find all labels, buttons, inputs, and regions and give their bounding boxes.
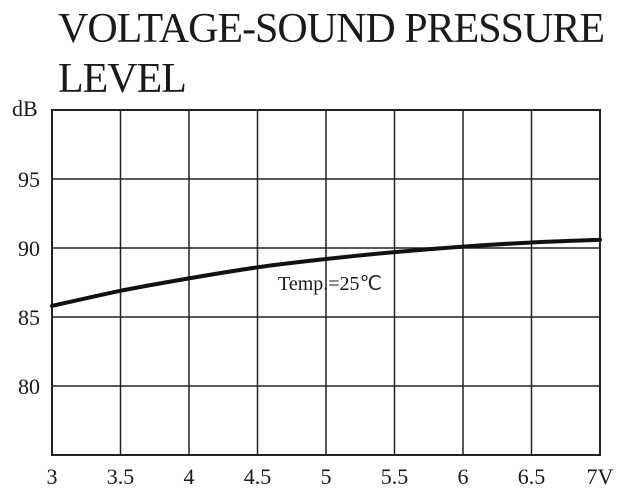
chart-title: VOLTAGE-SOUND PRESSURE LEVEL — [58, 6, 605, 102]
y-tick-labels: 80 85 90 95 — [18, 167, 40, 399]
x-tick-label: 3.5 — [107, 464, 135, 489]
x-tick-label: 4 — [184, 464, 195, 489]
x-tick-label: 5 — [321, 464, 332, 489]
y-axis-label: dB — [12, 96, 38, 121]
y-tick-label: 95 — [18, 167, 40, 192]
x-tick-label: 6.5 — [518, 464, 546, 489]
x-tick-label: 5.5 — [381, 464, 409, 489]
x-tick-label: 7V — [587, 464, 614, 489]
y-tick-label: 85 — [18, 305, 40, 330]
series-line — [50, 237, 602, 308]
grid-lines — [52, 110, 600, 455]
x-tick-label: 6 — [458, 464, 469, 489]
x-tick-labels: 3 3.5 4 4.5 5 5.5 6 6.5 7V — [47, 464, 614, 489]
y-tick-label: 90 — [18, 236, 40, 261]
temperature-annotation: Temp.=25℃ — [278, 273, 382, 295]
y-tick-label: 80 — [18, 374, 40, 399]
x-tick-label: 4.5 — [244, 464, 272, 489]
x-tick-label: 3 — [47, 464, 58, 489]
